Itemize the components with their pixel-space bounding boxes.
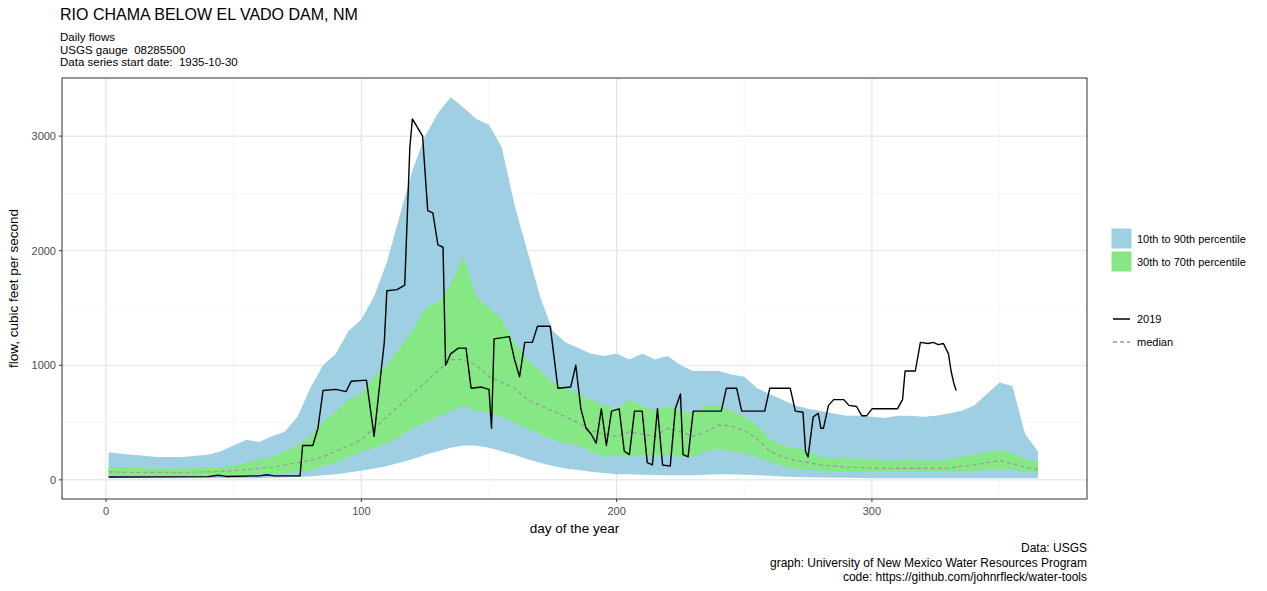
tick-label: 300 (863, 505, 881, 517)
grid-line (62, 136, 1087, 137)
tick-label: 1000 (32, 359, 56, 371)
legend-label: median (1137, 336, 1173, 348)
tick (59, 136, 62, 137)
minor-grid-line (233, 78, 234, 499)
title: RIO CHAMA BELOW EL VADO DAM, NM (60, 6, 358, 23)
tick (106, 499, 107, 502)
grid (62, 78, 1087, 499)
tick (361, 499, 362, 502)
marks (109, 97, 1038, 478)
tick-label: 0 (50, 474, 56, 486)
legend-label: 10th to 90th percentile (1137, 233, 1246, 245)
subtitle: USGS gauge 08285500 (60, 44, 185, 56)
background (0, 0, 1267, 591)
tick (59, 479, 62, 480)
plot-frame (62, 78, 1087, 499)
tick-label: 2000 (32, 245, 56, 257)
caption: graph: University of New Mexico Water Re… (770, 556, 1087, 570)
percentile-band (109, 256, 1038, 476)
tick (871, 499, 872, 502)
tick-label: 200 (607, 505, 625, 517)
legend-key (1111, 251, 1132, 272)
chart: RIO CHAMA BELOW EL VADO DAM, NM Daily flo… (0, 0, 1267, 591)
tick (59, 250, 62, 251)
legend-key (1111, 228, 1132, 249)
grid-line (62, 479, 1087, 480)
legend-label: 2019 (1137, 313, 1161, 325)
grid-line (62, 250, 1087, 251)
legend: 10th to 90th percentile 30th to 70th perc… (1111, 228, 1246, 348)
grid-line (105, 78, 106, 499)
axis-label: day of the year (530, 521, 620, 536)
percentile-band (109, 97, 1038, 478)
tick-label: 3000 (32, 130, 56, 142)
plot-area (62, 78, 1087, 499)
minor-grid-line (62, 193, 1087, 194)
minor-grid-line (62, 307, 1087, 308)
tick-label: 100 (352, 505, 370, 517)
caption: Data: USGS (1021, 541, 1087, 555)
flow-line (109, 119, 957, 477)
subtitle: Daily flows (60, 31, 115, 43)
legend-key (1113, 318, 1130, 320)
subtitle: Data series start date: 1935-10-30 (60, 56, 238, 68)
tick (616, 499, 617, 502)
tick (59, 365, 62, 366)
caption: code: https://github.com/johnrfleck/wate… (843, 570, 1087, 584)
legend-label: 30th to 70th percentile (1137, 256, 1246, 268)
tick-label: 0 (103, 505, 109, 517)
axis-label: flow, cubic feet per second (6, 209, 21, 368)
legend-key (1113, 341, 1130, 343)
